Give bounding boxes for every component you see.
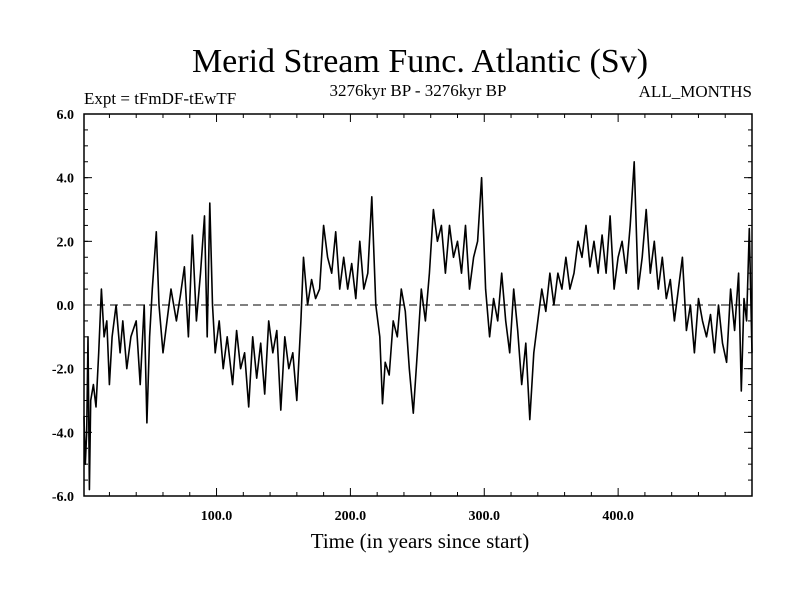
- y-tick-label: -4.0: [52, 426, 74, 441]
- chart-subtitle-right: ALL_MONTHS: [639, 82, 752, 101]
- x-tick-label: 200.0: [335, 509, 367, 524]
- chart-subtitle-left: Expt = tFmDF-tEwTF: [84, 89, 236, 108]
- x-axis-label: Time (in years since start): [311, 529, 530, 553]
- plot-area: -6.0 -4.0 -2.0 0.0 2.0 4.0 6.0 100.0 200.0 300.0 4…: [52, 108, 753, 524]
- y-tick-label: 0.0: [57, 299, 75, 314]
- plot-frame: [83, 113, 753, 497]
- y-tick-label: -6.0: [52, 490, 74, 505]
- series-line: [83, 161, 753, 491]
- y-tick-label: 4.0: [57, 172, 75, 187]
- chart-title: Merid Stream Func. Atlantic (Sv): [192, 43, 648, 80]
- y-tick-label: 6.0: [57, 108, 75, 123]
- chart-subtitle-center: 3276kyr BP - 3276kyr BP: [330, 81, 507, 100]
- x-tick-label: 100.0: [201, 509, 233, 524]
- y-tick-label: 2.0: [57, 235, 75, 250]
- y-tick-label: -2.0: [52, 363, 74, 378]
- x-tick-label: 300.0: [469, 509, 501, 524]
- x-tick-label: 400.0: [602, 509, 634, 524]
